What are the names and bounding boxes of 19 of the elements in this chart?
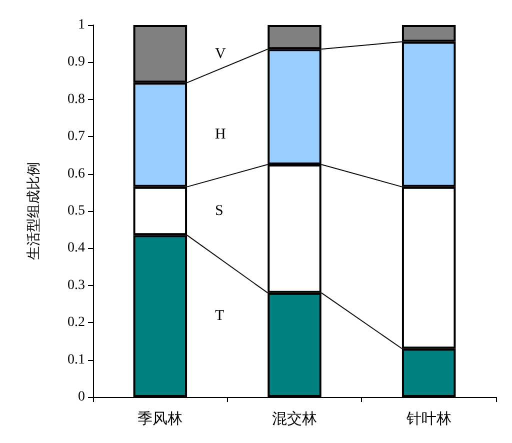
- y-tick-label: 0.6: [68, 166, 85, 182]
- x-tick-label: 针叶林: [405, 410, 452, 428]
- y-tick-label: 0.7: [68, 129, 85, 144]
- y-tick-label: 0.3: [68, 278, 85, 293]
- y-tick-label: 0.4: [68, 240, 85, 256]
- x-tick-label: 混交林: [272, 410, 317, 428]
- y-tick-label: 0.5: [68, 204, 85, 218]
- series-label: H: [215, 126, 226, 143]
- y-tick-label: 0.8: [68, 92, 85, 107]
- series-label: T: [215, 308, 224, 324]
- series-label: S: [215, 203, 224, 219]
- x-tick-label: 季风林: [138, 410, 183, 428]
- y-tick-label: 0.9: [68, 54, 85, 70]
- y-tick-label: 0: [78, 390, 85, 404]
- y-tick-label: 0.1: [68, 352, 85, 368]
- series-label: V: [215, 46, 226, 62]
- y-tick-label: 0.2: [68, 315, 85, 330]
- y-tick-label: 1: [78, 18, 85, 32]
- y-axis-title: 生活型组成比例: [26, 162, 42, 260]
